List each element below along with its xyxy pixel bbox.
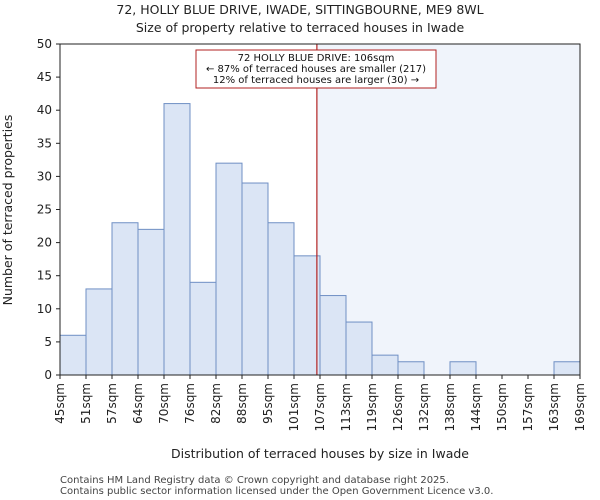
x-tick-label: 163sqm — [547, 383, 561, 431]
bar-88sqm — [241, 182, 269, 376]
x-tick-label: 107sqm — [313, 383, 327, 431]
bar-119sqm — [371, 354, 399, 376]
x-tick-label: 57sqm — [105, 383, 119, 424]
bar-45sqm — [59, 334, 87, 376]
bar-113sqm — [345, 321, 373, 376]
y-tick-label: 50 — [37, 37, 52, 51]
y-axis-label: Number of terraced properties — [0, 115, 15, 306]
y-tick-label: 0 — [44, 368, 52, 382]
annotation-line-2: ← 87% of terraced houses are smaller (21… — [206, 64, 426, 75]
larger-region — [316, 44, 580, 375]
plot-area — [59, 43, 581, 376]
x-tick-label: 132sqm — [417, 383, 431, 431]
x-tick-label: 119sqm — [365, 383, 379, 431]
x-tick-label: 101sqm — [287, 383, 301, 431]
x-tick-label: 150sqm — [495, 383, 509, 431]
x-tick-label: 88sqm — [235, 383, 249, 424]
bar-70sqm — [163, 103, 191, 376]
footer-line-2: Contains public sector information licen… — [60, 486, 493, 497]
y-tick-label: 40 — [37, 103, 52, 117]
bar-101sqm — [293, 255, 321, 376]
annotation-line-1: 72 HOLLY BLUE DRIVE: 106sqm — [238, 53, 395, 64]
x-tick-label: 126sqm — [391, 383, 405, 431]
y-axis: 0 5 10 15 20 25 30 35 40 45 50 — [37, 37, 60, 382]
bar-64sqm — [137, 228, 165, 376]
bar-76sqm — [189, 281, 217, 376]
y-tick-label: 5 — [44, 335, 52, 349]
chart-subtitle: Size of property relative to terraced ho… — [136, 20, 465, 35]
bar-95sqm — [267, 222, 295, 376]
x-tick-label: 144sqm — [469, 383, 483, 431]
x-axis: 45sqm 51sqm 57sqm 64sqm 70sqm 76sqm 82sqm 88sqm… — [53, 375, 587, 431]
x-tick-label: 64sqm — [131, 383, 145, 424]
bar-57sqm — [111, 222, 139, 376]
bar-107sqm — [319, 295, 347, 376]
y-tick-label: 15 — [37, 269, 52, 283]
bars-group — [59, 103, 581, 376]
y-tick-label: 10 — [37, 302, 52, 316]
x-tick-label: 82sqm — [209, 383, 223, 424]
bar-126sqm — [397, 361, 425, 376]
annotation-box — [195, 49, 437, 89]
y-tick-label: 45 — [37, 70, 52, 84]
x-tick-label: 51sqm — [79, 383, 93, 424]
footer-line-1: Contains HM Land Registry data © Crown c… — [60, 475, 449, 486]
bar-163sqm — [553, 361, 581, 376]
x-tick-label: 113sqm — [339, 383, 353, 431]
x-tick-label: 70sqm — [157, 383, 171, 424]
y-tick-label: 25 — [37, 203, 52, 217]
x-tick-label: 138sqm — [443, 383, 457, 431]
bar-138sqm — [449, 361, 477, 376]
x-axis-label: Distribution of terraced houses by size … — [171, 446, 469, 461]
annotation-line-3: 12% of terraced houses are larger (30) → — [213, 75, 419, 86]
y-tick-label: 35 — [37, 136, 52, 150]
y-tick-label: 20 — [37, 236, 52, 250]
marker-annotation: 72 HOLLY BLUE DRIVE: 106sqm ← 87% of ter… — [195, 49, 437, 89]
y-tick-label: 30 — [37, 169, 52, 183]
x-tick-label: 157sqm — [521, 383, 535, 431]
x-tick-label: 95sqm — [261, 383, 275, 424]
bar-82sqm — [215, 162, 243, 376]
bar-51sqm — [85, 288, 113, 376]
chart-title: 72, HOLLY BLUE DRIVE, IWADE, SITTINGBOUR… — [116, 2, 483, 17]
x-tick-label: 169sqm — [573, 383, 587, 431]
x-tick-label: 76sqm — [183, 383, 197, 424]
x-tick-label: 45sqm — [53, 383, 67, 424]
